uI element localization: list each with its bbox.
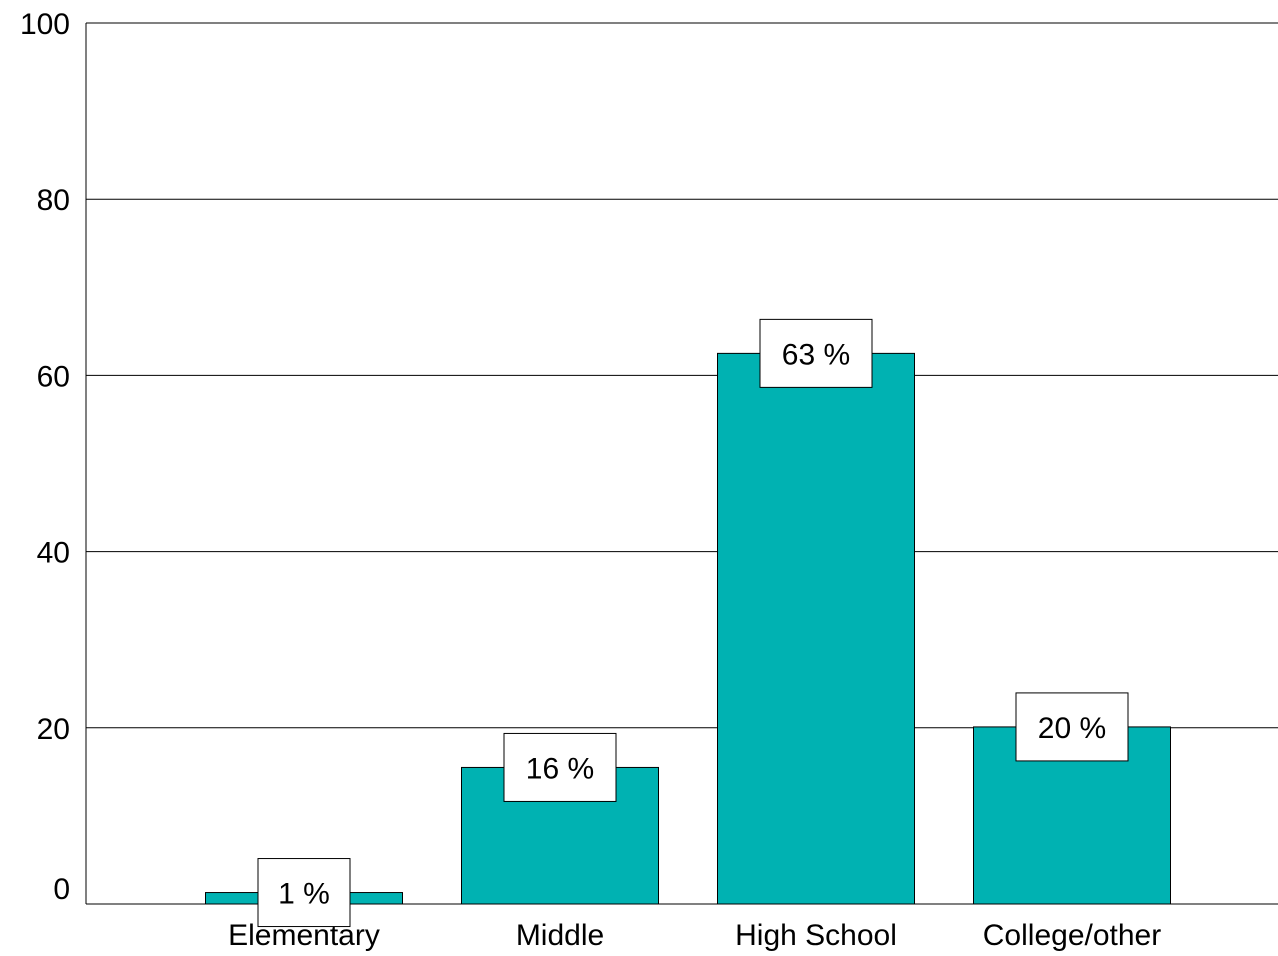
x-category-label: College/other [983, 919, 1161, 952]
data-labels: 1 % 16 % 63 % 20 % [257, 318, 1129, 928]
data-label-box [503, 732, 617, 802]
data-label-box [257, 858, 351, 928]
y-tick-label: 60 [37, 360, 70, 393]
data-label: 16 % [526, 752, 594, 785]
data-label-box [1015, 692, 1129, 762]
y-tick-label: 80 [37, 184, 70, 217]
data-label: 1 % [278, 878, 330, 911]
y-tick-label: 20 [37, 713, 70, 746]
y-tick-label: 100 [20, 8, 70, 41]
data-label: 20 % [1038, 712, 1106, 745]
bar [717, 352, 915, 905]
y-tick-label: 40 [37, 537, 70, 570]
x-category-labels: Elementary Middle High School College/other [228, 919, 1161, 952]
x-category-label: Middle [516, 919, 604, 952]
y-tick-labels: 0 20 40 60 80 100 [20, 8, 70, 906]
y-tick-label: 0 [53, 873, 70, 906]
data-label: 63 % [782, 338, 850, 371]
bars [205, 352, 1171, 905]
data-label-box [759, 318, 873, 388]
gridlines [86, 22, 1278, 729]
x-category-label: High School [735, 919, 897, 952]
